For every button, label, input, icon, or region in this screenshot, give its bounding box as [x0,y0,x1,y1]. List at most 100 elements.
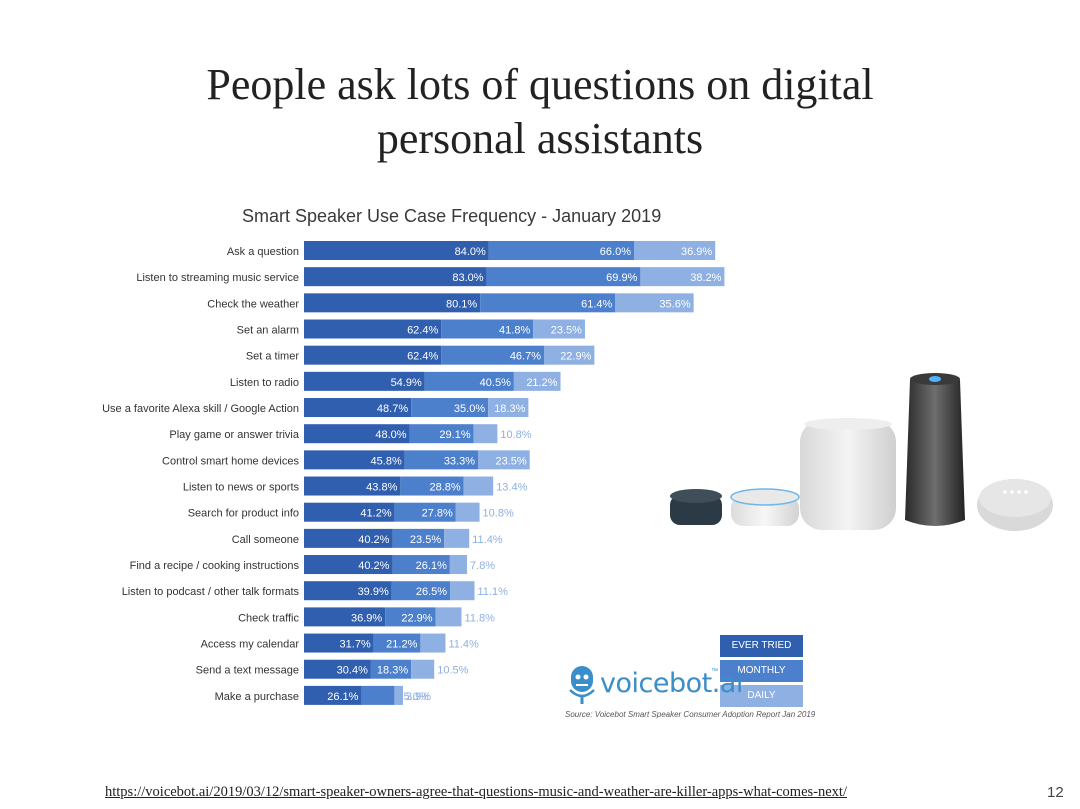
bar-ever-tried-listen-to-streaming-music-service [304,267,487,287]
harman-invoke-icon [905,373,965,526]
category-label-send-a-text-message: Send a text message [196,665,299,677]
data-label-daily-listen-to-radio: 21.2% [526,377,557,389]
bar-monthly-ask-a-question [488,241,634,260]
category-label-access-my-calendar: Access my calendar [201,639,300,651]
legend-item-monthly: MONTHLY [720,660,803,682]
data-label-ever-tried-check-the-weather: 80.1% [446,298,477,310]
data-label-daily-listen-to-news-or-sports: 13.4% [496,482,527,494]
bar-daily-check-the-weather [615,293,694,313]
data-label-ever-tried-listen-to-radio: 54.9% [391,377,422,389]
smart-speakers-image [670,373,1053,531]
data-label-daily-call-someone: 11.4% [472,534,503,546]
brand-name: voicebot.ai [600,668,743,699]
chart-legend: EVER TRIED MONTHLY DAILY [720,635,803,710]
category-label-set-an-alarm: Set an alarm [237,325,299,337]
bar-ever-tried-listen-to-podcast-other-talk-formats [304,581,392,601]
bar-monthly-listen-to-streaming-music-service [486,267,641,287]
bar-ever-tried-listen-to-news-or-sports [304,476,401,496]
bar-daily-set-an-alarm [533,319,585,339]
data-label-ever-tried-search-for-product-info: 41.2% [360,508,391,520]
data-label-monthly-listen-to-podcast-other-talk-formats: 26.5% [416,586,447,598]
data-label-monthly-ask-a-question: 66.0% [600,246,631,258]
chart-title: Smart Speaker Use Case Frequency - Janua… [242,206,662,226]
data-label-daily-play-game-or-answer-trivia: 10.8% [500,429,531,441]
data-label-monthly-check-the-weather: 61.4% [581,298,612,310]
category-label-use-a-favorite-alexa-skill-google-action: Use a favorite Alexa skill / Google Acti… [102,403,299,415]
category-label-play-game-or-answer-trivia: Play game or answer trivia [169,429,299,441]
data-label-monthly-set-an-alarm: 41.8% [499,325,530,337]
bar-ever-tried-send-a-text-message [304,659,371,679]
google-home-mini-icon [977,479,1053,531]
data-label-monthly-listen-to-news-or-sports: 28.8% [430,482,461,494]
bar-ever-tried-ask-a-question [304,241,489,260]
bar-monthly-find-a-recipe-cooking-instructions [392,555,450,575]
category-label-listen-to-podcast-other-talk-formats: Listen to podcast / other talk formats [122,586,300,598]
category-label-listen-to-streaming-music-service: Listen to streaming music service [136,272,299,284]
data-label-monthly-listen-to-radio: 40.5% [480,377,511,389]
bar-ever-tried-check-the-weather [304,293,481,313]
homepod-icon [800,418,896,530]
data-label-monthly-use-a-favorite-alexa-skill-google-action: 35.0% [454,403,485,415]
bar-daily-listen-to-news-or-sports [463,476,494,496]
bar-daily-make-a-purchase [394,685,403,705]
bar-monthly-send-a-text-message [370,659,412,679]
chart-source: Source: Voicebot Smart Speaker Consumer … [565,710,816,719]
bar-daily-ask-a-question [634,241,716,260]
bar-monthly-control-smart-home-devices [404,450,479,470]
data-label-daily-set-an-alarm: 23.5% [551,325,582,337]
data-label-daily-set-a-timer: 22.9% [560,351,591,363]
data-label-monthly-control-smart-home-devices: 33.3% [444,455,475,467]
data-label-ever-tried-access-my-calendar: 31.7% [340,639,371,651]
bar-ever-tried-use-a-favorite-alexa-skill-google-action [304,398,412,418]
data-label-monthly-check-traffic: 22.9% [401,612,432,624]
data-label-daily-access-my-calendar: 11.4% [448,639,479,651]
bar-daily-play-game-or-answer-trivia [473,424,498,444]
bar-daily-control-smart-home-devices [478,450,530,470]
echo-dot-light-icon [730,488,800,526]
data-label-ever-tried-send-a-text-message: 30.4% [337,665,368,677]
bar-monthly-listen-to-news-or-sports [400,476,464,496]
data-label-daily-listen-to-streaming-music-service: 38.2% [690,272,721,284]
category-label-ask-a-question: Ask a question [227,246,299,258]
bar-daily-find-a-recipe-cooking-instructions [449,555,468,575]
bar-monthly-use-a-favorite-alexa-skill-google-action [411,398,489,418]
bar-daily-listen-to-streaming-music-service [640,267,725,287]
bar-daily-listen-to-podcast-other-talk-formats [450,581,475,601]
data-label-ever-tried-call-someone: 40.2% [358,534,389,546]
data-label-ever-tried-listen-to-streaming-music-service: 83.0% [452,272,483,284]
bar-ever-tried-make-a-purchase [304,685,362,705]
data-label-monthly-call-someone: 23.5% [410,534,441,546]
category-label-control-smart-home-devices: Control smart home devices [162,455,299,467]
data-label-monthly-make-a-purchase: 15.0% [397,691,428,703]
data-label-monthly-play-game-or-answer-trivia: 29.1% [439,429,470,441]
bar-ever-tried-search-for-product-info [304,502,395,522]
category-label-check-traffic: Check traffic [238,612,299,624]
data-label-ever-tried-listen-to-news-or-sports: 43.8% [366,482,397,494]
data-label-ever-tried-play-game-or-answer-trivia: 48.0% [375,429,406,441]
category-label-call-someone: Call someone [232,534,299,546]
echo-dot-dark-icon [670,489,722,525]
data-label-ever-tried-check-traffic: 36.9% [351,612,382,624]
data-label-ever-tried-listen-to-podcast-other-talk-formats: 39.9% [358,586,389,598]
source-url-link[interactable]: https://voicebot.ai/2019/03/12/smart-spe… [105,784,847,800]
data-label-monthly-search-for-product-info: 27.8% [422,508,453,520]
bar-monthly-search-for-product-info [394,502,456,522]
category-label-search-for-product-info: Search for product info [188,508,299,520]
bar-monthly-set-a-timer [441,345,545,365]
bar-ever-tried-access-my-calendar [304,633,374,653]
data-label-ever-tried-set-a-timer: 62.4% [407,351,438,363]
data-label-ever-tried-find-a-recipe-cooking-instructions: 40.2% [358,560,389,572]
data-label-daily-control-smart-home-devices: 23.5% [496,455,527,467]
category-label-find-a-recipe-cooking-instructions: Find a recipe / cooking instructions [130,560,300,572]
bar-daily-search-for-product-info [455,502,480,522]
bar-ever-tried-check-traffic [304,607,386,627]
bar-monthly-listen-to-radio [424,371,514,391]
bar-ever-tried-call-someone [304,528,393,548]
bar-monthly-listen-to-podcast-other-talk-formats [391,581,451,601]
category-label-listen-to-radio: Listen to radio [230,377,299,389]
data-label-daily-ask-a-question: 36.9% [681,246,712,258]
data-label-ever-tried-control-smart-home-devices: 45.8% [371,455,402,467]
bar-ever-tried-listen-to-radio [304,371,425,391]
bar-monthly-access-my-calendar [373,633,421,653]
